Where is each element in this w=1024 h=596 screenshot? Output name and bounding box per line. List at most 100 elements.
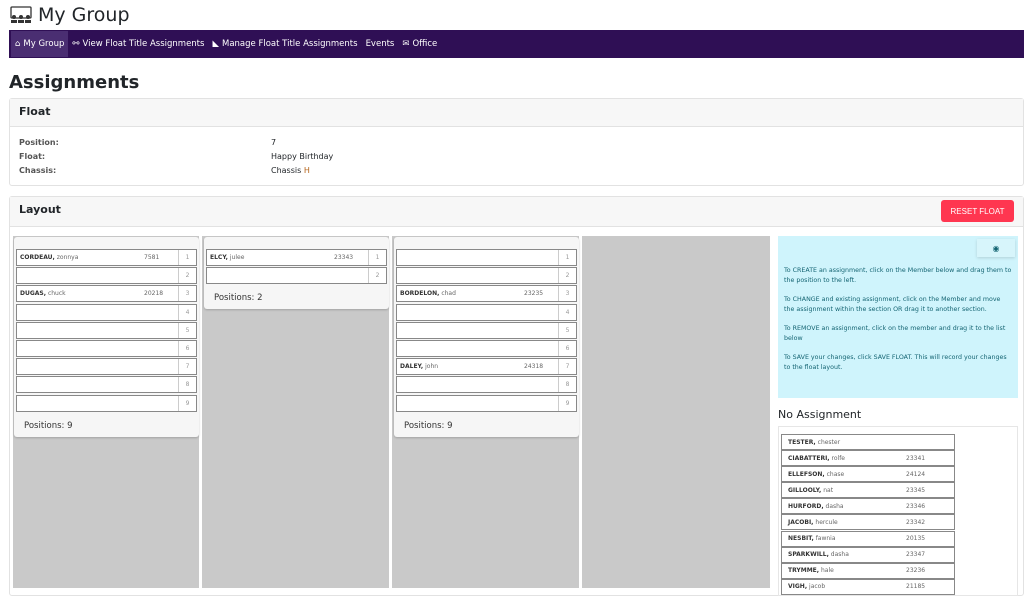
- nav-events[interactable]: Events: [362, 31, 399, 57]
- member-name[interactable]: BORDELON, chad: [397, 290, 558, 297]
- first-name: chad: [441, 290, 456, 298]
- member-id: 23235: [524, 290, 544, 298]
- position-slot[interactable]: DALEY, john 24318 7: [396, 358, 577, 376]
- position-slot[interactable]: ELCY, julee 23343 1: [206, 249, 387, 266]
- divider: [199, 236, 202, 588]
- eye-slash-icon: ◉: [992, 243, 1000, 253]
- position-slot[interactable]: 6: [396, 339, 577, 357]
- position-slot[interactable]: 4: [396, 303, 577, 321]
- unassigned-member[interactable]: TRYMME, hale 23236: [781, 562, 955, 579]
- first-name: chase: [826, 470, 845, 478]
- position-slot[interactable]: CORDEAU, zonnya 7581 1: [16, 249, 197, 266]
- member-name[interactable]: DALEY, john: [397, 363, 558, 370]
- unassigned-member[interactable]: VIGH, jacob 21185: [781, 578, 955, 595]
- member-name[interactable]: CORDEAU, zonnya: [17, 254, 178, 261]
- instruction-change: To CHANGE and existing assignment, click…: [784, 296, 1001, 313]
- layout-card-title: Layout: [10, 197, 1023, 227]
- position-slot[interactable]: 4: [16, 303, 197, 321]
- last-name: BORDELON,: [400, 290, 440, 298]
- positions-count: Positions: 2: [214, 293, 263, 304]
- position-number: 7: [178, 359, 196, 375]
- nav-view-float-title-assignments[interactable]: ⚯ View Float Title Assignments: [68, 31, 208, 57]
- position-number: 5: [558, 322, 576, 338]
- position-number: 8: [178, 377, 196, 393]
- member-id: 20135: [906, 535, 926, 543]
- position-number: 2: [178, 268, 196, 284]
- first-name: chuck: [47, 290, 66, 298]
- member-id: 24124: [906, 470, 926, 478]
- last-name: JACOBI,: [788, 518, 814, 526]
- unassigned-member[interactable]: CIABATTERI, rolfe 23341: [781, 450, 955, 467]
- last-name: DUGAS,: [20, 290, 47, 298]
- nav-manage-float-title-assignments[interactable]: ◣ Manage Float Title Assignments: [208, 31, 361, 57]
- position-number: 1: [178, 250, 196, 265]
- position-number: 3: [178, 286, 196, 302]
- position-slot[interactable]: 5: [16, 321, 197, 339]
- first-name: john: [425, 363, 439, 371]
- nav-label: View Float Title Assignments: [82, 39, 205, 49]
- position-slot[interactable]: 9: [16, 394, 197, 412]
- position-slot[interactable]: BORDELON, chad 23235 3: [396, 285, 577, 303]
- first-name: hercule: [815, 518, 838, 526]
- last-name: TRYMME,: [788, 567, 820, 575]
- unassigned-member[interactable]: HURFORD, dasha 23346: [781, 498, 955, 515]
- unassigned-member[interactable]: ELLEFSON, chase 24124: [781, 466, 955, 483]
- member-id: 23342: [906, 518, 926, 526]
- chassis-letter: H: [303, 166, 310, 175]
- unassigned-member[interactable]: NESBIT, fawnia 20135: [781, 530, 955, 547]
- reset-float-button[interactable]: RESET FLOAT: [941, 200, 1014, 222]
- nav-my-group[interactable]: ⌂ My Group: [11, 31, 69, 57]
- instruction-save: To SAVE your changes, click SAVE FLOAT. …: [784, 354, 1007, 371]
- value: Happy Birthday: [271, 152, 334, 161]
- position-slot[interactable]: 8: [16, 376, 197, 394]
- member-id: 21185: [906, 583, 926, 591]
- label: Position:: [19, 138, 59, 147]
- position-number: 4: [178, 304, 196, 320]
- position-number: 5: [178, 322, 196, 338]
- nav-label: Office: [412, 39, 438, 49]
- position-slot[interactable]: 6: [16, 339, 197, 357]
- position-slot[interactable]: 9: [396, 394, 577, 412]
- position-number: 9: [178, 395, 196, 411]
- position-slot[interactable]: 7: [16, 358, 197, 376]
- member-id: 23343: [334, 254, 354, 261]
- member-id: 23345: [906, 486, 926, 494]
- label: Float:: [19, 152, 46, 161]
- member-name[interactable]: DUGAS, chuck: [17, 290, 178, 297]
- app-title: My Group: [38, 4, 130, 26]
- page-title: Assignments: [9, 72, 140, 93]
- position-slot[interactable]: 8: [396, 376, 577, 394]
- member-name[interactable]: ELCY, julee: [207, 254, 368, 261]
- unassigned-member[interactable]: JACOBI, hercule 23342: [781, 514, 955, 531]
- position-slot[interactable]: DUGAS, chuck 20218 3: [16, 285, 197, 303]
- toggle-instructions-button[interactable]: ◉: [977, 239, 1015, 257]
- first-name: chester: [817, 438, 841, 446]
- unassigned-member[interactable]: SPARKWILL, dasha 23347: [781, 546, 955, 563]
- nav-label: Manage Float Title Assignments: [222, 39, 358, 49]
- unassigned-member[interactable]: GILLOOLY, nat 23345: [781, 482, 955, 499]
- last-name: CIABATTERI,: [788, 454, 830, 462]
- no-assignment-title: No Assignment: [778, 408, 862, 421]
- position-number: 1: [368, 250, 386, 265]
- position-number: 7: [558, 359, 576, 375]
- unassigned-member[interactable]: TESTER, chester: [781, 434, 955, 450]
- first-name: zonnya: [56, 254, 79, 261]
- unassigned-member-list: TESTER, chester CIABATTERI, rolfe 23341 ELL…: [778, 426, 1018, 596]
- last-name: CORDEAU,: [20, 254, 55, 261]
- first-name: nat: [823, 486, 834, 494]
- instruction-remove: To REMOVE an assignment, click on the me…: [784, 325, 1006, 342]
- value: Chassis H: [271, 166, 310, 175]
- position-slot[interactable]: 1: [396, 249, 577, 266]
- member-id: 23347: [906, 551, 926, 559]
- ruler-icon: ◣: [212, 39, 219, 49]
- position-slot[interactable]: 2: [396, 267, 577, 285]
- position-slot[interactable]: 5: [396, 321, 577, 339]
- position-slot[interactable]: 2: [206, 267, 387, 285]
- nav-office[interactable]: ✉ Office: [398, 31, 441, 57]
- member-id: 20218: [144, 290, 164, 298]
- position-slot[interactable]: 2: [16, 267, 197, 285]
- float-section: 1 2 BORDELON, chad 23235 3 4 5 6 DALEY, john 2431…: [394, 237, 579, 437]
- float-card: Float Position: 7 Float: Happy Birthday Ch…: [9, 98, 1024, 186]
- float-card-title: Float: [10, 99, 1023, 127]
- position-number: 6: [178, 340, 196, 356]
